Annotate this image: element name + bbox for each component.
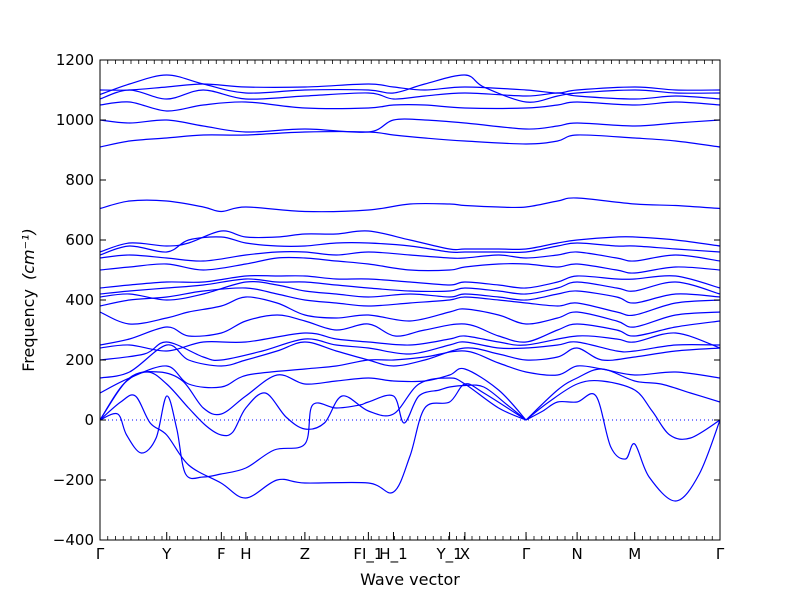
phonon-branch-2 [100,383,527,499]
phonon-branch-15 [100,281,720,304]
x-tick-label-y1: Y_1 [435,545,462,564]
y-tick-label: −200 [53,471,94,489]
x-tick-label-h: H [240,545,251,563]
x-tick-label-x: X [460,545,470,563]
phonon-branch-19 [100,251,720,262]
phonon-branch-26 [100,89,720,100]
phonon-branch-1 [100,384,527,480]
y-tick-label: 0 [84,411,94,429]
phonon-branch-18 [100,256,720,274]
y-axis-ticks: −400 −200 0 200 400 600 800 1000 1200 [53,51,720,549]
plot-background [100,60,720,540]
x-tick-label-m: M [628,545,641,563]
x-axis-title: Wave vector [360,570,460,589]
phonon-branch-14 [100,287,720,317]
y-tick-label: 800 [65,171,94,189]
x-tick-label-: Γ [96,545,105,563]
phonon-branch-9 [100,341,720,379]
phonon-branch-25 [100,101,720,112]
x-axis-ticks: Γ Y F H Z FI_1H_1 Y_1X Γ N M Γ [96,60,725,564]
phonon-branch-20 [100,236,720,256]
phonon-branch-24 [100,118,720,133]
y-tick-label: 1000 [56,111,94,129]
y-axis-title-text: Frequency [19,289,38,372]
phonon-branch-4 [100,367,527,421]
phonon-branch-16 [100,278,720,295]
y-tick-label: 400 [65,291,94,309]
x-tick-label-y: Y [161,545,172,563]
y-tick-label: 1200 [56,51,94,69]
y-tick-label: 200 [65,351,94,369]
x-tick-label-n: N [571,545,582,563]
x-tick-label-fi1: FI_1 [353,545,383,564]
x-tick-label-h1: H_1 [379,545,407,564]
x-tick-label-z: Z [300,545,310,563]
y-tick-label: 600 [65,231,94,249]
y-axis-title: Frequency (cm⁻¹) [19,228,38,371]
phonon-branch-6 [525,379,720,440]
phonon-branch-12 [100,314,720,346]
y-tick-label: −400 [53,531,94,549]
phonon-branch-10 [100,338,720,361]
phonon-branch-8 [100,350,720,394]
phonon-branch-23 [100,131,720,148]
phonon-branch-21 [100,230,720,253]
phonon-branch-5 [525,393,720,502]
x-tick-label-: Γ [716,545,725,563]
phonon-branch-17 [100,274,720,289]
phonon-branch-28 [100,83,720,94]
phonon-branch-22 [100,197,720,213]
phonon-branch-11 [100,332,720,352]
x-tick-label-: Γ [522,545,531,563]
y-axis-title-unit: (cm⁻¹) [19,228,38,280]
phonon-branch-27 [100,74,720,103]
phonon-branch-3 [100,371,527,437]
phonon-branch-13 [100,296,720,328]
x-tick-label-f: F [217,545,226,563]
phonon-branch-7 [525,368,720,421]
series-layer [100,74,720,502]
